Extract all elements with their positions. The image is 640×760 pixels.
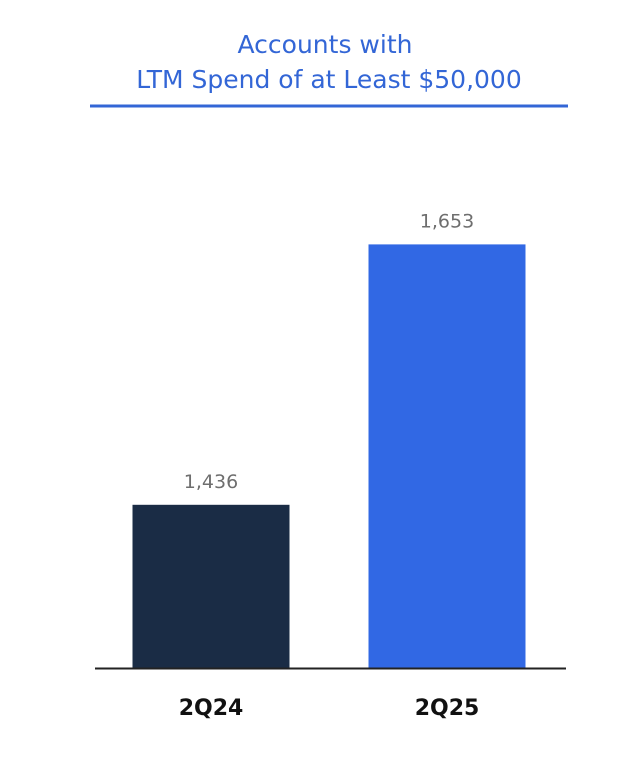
bar-group: 1,436 2Q24 1,653 2Q25	[132, 210, 526, 721]
chart-title-line-1: Accounts with	[238, 30, 413, 59]
bar-2q24	[132, 504, 290, 668]
data-label-2q25: 1,653	[420, 210, 474, 232]
bar-2q25	[368, 244, 526, 668]
category-label-2q25: 2Q25	[415, 696, 480, 721]
category-label-2q24: 2Q24	[179, 696, 244, 721]
chart-title-line-2: LTM Spend of at Least $50,000	[136, 65, 522, 94]
data-label-2q24: 1,436	[184, 471, 238, 493]
